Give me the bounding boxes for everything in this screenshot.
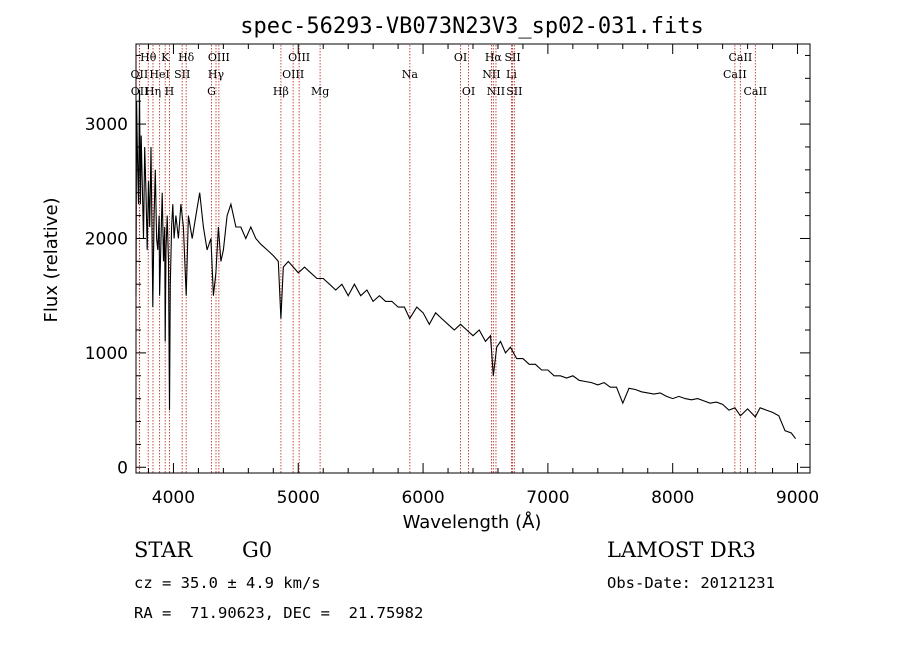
emission-line-label: Li [506,68,517,81]
emission-line-label: Hδ [178,51,195,64]
x-axis-label: Wavelength (Å) [403,511,542,533]
emission-line-label: G [207,85,216,98]
emission-line-label: CaII [729,51,753,64]
emission-line-label: Hγ [208,68,225,81]
chart-title: spec-56293-VB073N23V3_sp02-031.fits [240,14,704,39]
spectrum-line [135,89,797,440]
emission-line-label: NII [482,68,500,81]
emission-line-label: OII [131,68,149,81]
emission-line-label: NII [487,85,505,98]
x-tick-label: 8000 [651,488,694,508]
x-tick-label: 4000 [152,488,195,508]
emission-line-label: OIII [288,51,310,64]
y-axis: 0 1000 2000 3000 [85,54,810,478]
emission-line-label: OI [462,85,475,98]
redshift-text: cz = 35.0 ± 4.9 km/s [134,574,321,592]
emission-line-label: Na [402,68,419,81]
emission-line-markers [138,45,756,473]
emission-line-label: OIII [282,68,304,81]
x-tick-label: 7000 [526,488,569,508]
emission-line-label: Hθ [140,51,157,64]
emission-line-label: SII [504,51,520,64]
emission-line-label: H [165,85,175,98]
emission-line-label: CaII [723,68,747,81]
object-subclass: G0 [242,538,273,562]
emission-line-label: Hβ [273,85,289,98]
emission-line-label: Hη [145,85,161,98]
emission-line-label: CaII [743,85,767,98]
emission-line-label: HeI [149,68,169,81]
y-tick-label: 0 [117,458,128,478]
y-tick-label: 2000 [85,229,128,249]
emission-line-label: SII [174,68,190,81]
y-axis-label: Flux (relative) [41,197,62,322]
emission-line-label: OIII [208,51,230,64]
emission-line-label: Mg [311,85,329,98]
emission-line-label: K [161,51,170,64]
x-tick-label: 5000 [277,488,320,508]
x-axis: 4000 5000 6000 7000 8000 9000 [147,44,819,508]
plot-frame [135,43,811,474]
y-tick-label: 1000 [85,344,128,364]
survey-name: LAMOST DR3 [607,538,756,562]
emission-line-label: OI [454,51,467,64]
emission-line-label: Hα [485,51,503,64]
x-tick-label: 9000 [776,488,819,508]
y-tick-label: 3000 [85,115,128,135]
obs-date: Obs-Date: 20121231 [607,574,775,592]
emission-line-label: SII [506,85,522,98]
coordinates: RA = 71.90623, DEC = 21.75982 [134,604,424,622]
object-class: STAR [134,538,193,562]
x-tick-label: 6000 [401,488,444,508]
